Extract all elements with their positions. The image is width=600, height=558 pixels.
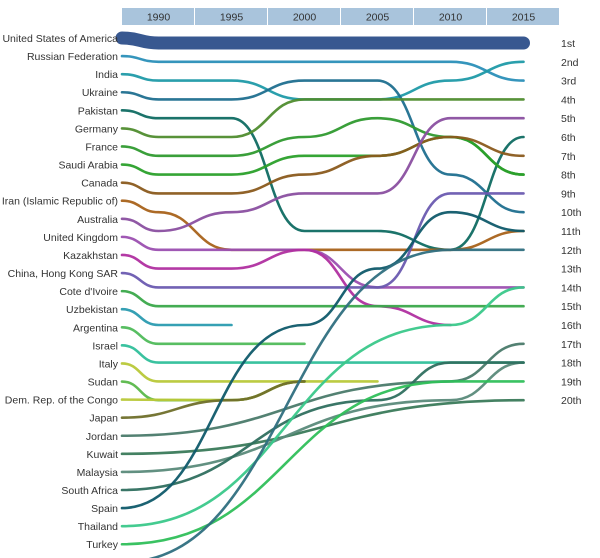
country-label: Kuwait [86, 449, 118, 461]
series-line [120, 192, 525, 289]
period-label: 2015 [512, 12, 536, 24]
period-label: 2000 [293, 12, 317, 24]
series-line [120, 380, 306, 419]
series-line [120, 307, 233, 327]
rank-label: 20th [561, 395, 582, 407]
country-label: Pakistan [78, 105, 118, 117]
rank-label: 7th [561, 151, 576, 163]
rank-label: 11th [561, 226, 581, 238]
rank-label: 5th [561, 113, 576, 125]
country-label: Ukraine [82, 87, 118, 99]
series-line [120, 344, 525, 364]
country-label: Canada [81, 178, 118, 190]
rank-label: 8th [561, 170, 576, 182]
series-line [120, 135, 525, 195]
country-label: China, Hong Kong SAR [8, 268, 119, 280]
rank-label: 1st [561, 38, 575, 50]
series-line [115, 31, 530, 50]
country-labels: United States of America Russian Federati… [2, 33, 119, 558]
country-label: Iran (Islamic Republic of) [2, 196, 118, 208]
series-line [120, 361, 525, 492]
period-header-cell [195, 8, 267, 25]
country-label: Australia [77, 214, 118, 226]
series-line [120, 361, 525, 474]
country-label: Jordan [86, 431, 118, 443]
country-label: Japan [89, 413, 118, 425]
series-line [120, 54, 525, 82]
rank-label: 19th [561, 376, 582, 388]
rank-label: 17th [561, 339, 582, 351]
rank-label: 6th [561, 132, 576, 144]
country-label: United States of America [2, 33, 118, 45]
country-label: United Kingdom [43, 232, 118, 244]
country-label: Saudi Arabia [58, 160, 118, 172]
rank-label: 15th [561, 301, 582, 313]
period-label: 1995 [220, 12, 244, 24]
country-label: South Africa [61, 485, 118, 497]
rank-label: 4th [561, 94, 576, 106]
rank-label: 14th [561, 282, 582, 294]
rank-label: 10th [561, 207, 582, 219]
period-label: 2005 [366, 12, 390, 24]
period-label: 2010 [439, 12, 463, 24]
period-header-cell [268, 8, 340, 25]
series-lines [115, 31, 530, 558]
country-label: Spain [91, 503, 118, 515]
country-label: Uzbekistan [66, 304, 118, 316]
gridlines [193, 25, 488, 395]
rank-label: 3rd [561, 76, 576, 88]
rank-label: 9th [561, 188, 576, 200]
country-label: Cote d'Ivoire [59, 286, 118, 298]
country-label: Argentina [73, 322, 118, 334]
rank-label: 2nd [561, 57, 579, 69]
rank-label: 18th [561, 358, 582, 370]
series-line [147, 248, 525, 558]
series-line [120, 199, 525, 252]
country-label: Malaysia [77, 467, 119, 479]
series-line [120, 116, 525, 233]
country-label: Thailand [78, 521, 118, 533]
country-label: India [95, 69, 118, 81]
period-header-cell [122, 8, 194, 25]
series-line [120, 109, 525, 252]
series-line [120, 98, 525, 139]
rank-labels: 1st 2nd 3rd 4th 5th 6th 7th 8th 9th 10th 11th 12th 1… [561, 38, 582, 407]
country-label: Turkey [86, 539, 118, 551]
series-line [120, 286, 525, 528]
country-label: Italy [99, 358, 119, 370]
series-line [120, 342, 525, 438]
series-line [120, 116, 525, 176]
series-line [120, 289, 525, 308]
rank-label: 16th [561, 320, 582, 332]
series-line [120, 380, 306, 402]
period-header-cell [341, 8, 413, 25]
country-label: France [85, 141, 118, 153]
country-label: Russian Federation [27, 51, 118, 63]
period-header: 1990 1995 2000 2005 2010 2015 [122, 8, 559, 25]
country-label: Germany [75, 123, 119, 135]
rank-label: 13th [561, 264, 582, 276]
country-label: Israel [92, 340, 118, 352]
series-line [120, 79, 525, 214]
country-label: Kazakhstan [63, 250, 118, 262]
country-label: Dem. Rep. of the Congo [5, 395, 118, 407]
period-label: 1990 [147, 12, 171, 24]
series-line [120, 210, 525, 510]
period-header-cell [487, 8, 559, 25]
series-line [120, 325, 306, 346]
rank-label: 12th [561, 245, 582, 257]
period-header-cell [414, 8, 486, 25]
country-label: Sudan [88, 377, 119, 389]
